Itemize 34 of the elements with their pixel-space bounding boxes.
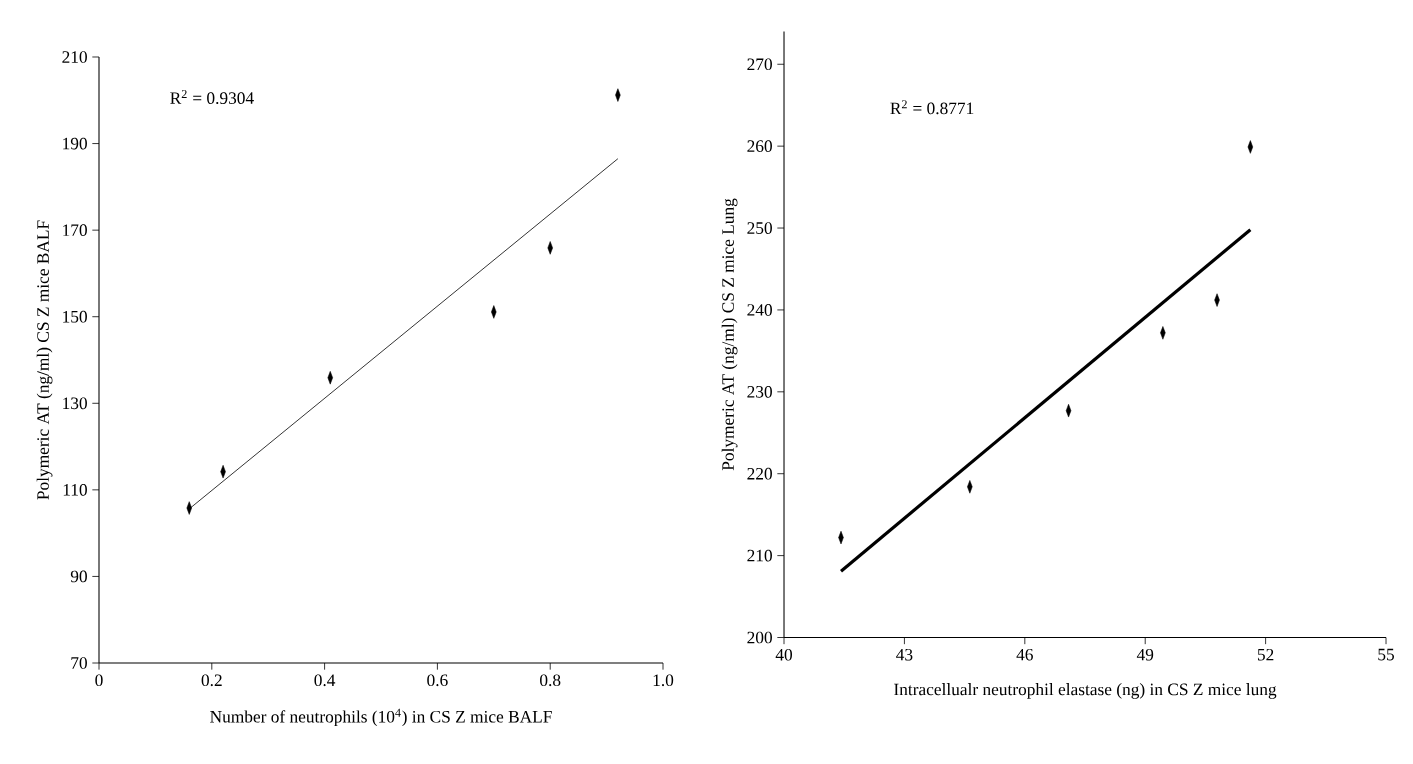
y-tick-label: 150: [63, 310, 87, 323]
x-tick-label: 0: [95, 674, 103, 687]
y-axis-title: Polymeric AT (ng/ml) CS Z mice BALF: [36, 220, 53, 500]
x-axis-title: Number of neutrophils (10$^{4}$) in CS Z mice BALF: [210, 708, 552, 727]
x-tick-label: 40: [775, 648, 793, 661]
x-tick-label: 1.0: [653, 674, 674, 687]
y-tick-label: 190: [63, 137, 87, 150]
x-tick-label: 46: [1016, 648, 1033, 661]
y-tick-label: 210: [62, 51, 87, 63]
x-tick-label: 0.8: [540, 674, 561, 687]
x-tick-label: 52: [1257, 648, 1274, 661]
x-tick-label: 49: [1136, 648, 1154, 661]
y-axis-title: Polymeric AT (ng/ml) CS Z mice Lung: [721, 198, 738, 471]
y-tick-label: 210: [747, 549, 772, 562]
y-tick-label: 250: [747, 222, 772, 234]
y-tick-label: 90: [70, 570, 87, 583]
y-tick-label: 130: [63, 397, 87, 410]
y-tick-label: 220: [747, 467, 772, 480]
y-tick-label: 200: [747, 631, 772, 644]
x-tick-label: 55: [1378, 648, 1394, 661]
annotation: R$^{2}$ = 0.9304: [170, 89, 254, 105]
y-tick-label: 70: [71, 657, 87, 669]
y-tick-label: 270: [747, 58, 772, 71]
x-tick-label: 0.2: [201, 674, 222, 687]
y-tick-label: 260: [747, 140, 772, 152]
y-tick-label: 230: [747, 385, 772, 398]
y-tick-label: 170: [63, 224, 87, 236]
x-axis-title: Intracellualr neutrophil elastase (ng) in CS Z mice lung: [894, 683, 1277, 699]
y-tick-label: 110: [63, 484, 87, 496]
annotation: R$^{2}$ = 0.8771: [890, 100, 974, 115]
y-tick-label: 240: [747, 304, 772, 316]
x-tick-label: 0.4: [314, 674, 336, 687]
x-tick-label: 43: [896, 648, 913, 661]
x-tick-label: 0.6: [427, 674, 448, 687]
